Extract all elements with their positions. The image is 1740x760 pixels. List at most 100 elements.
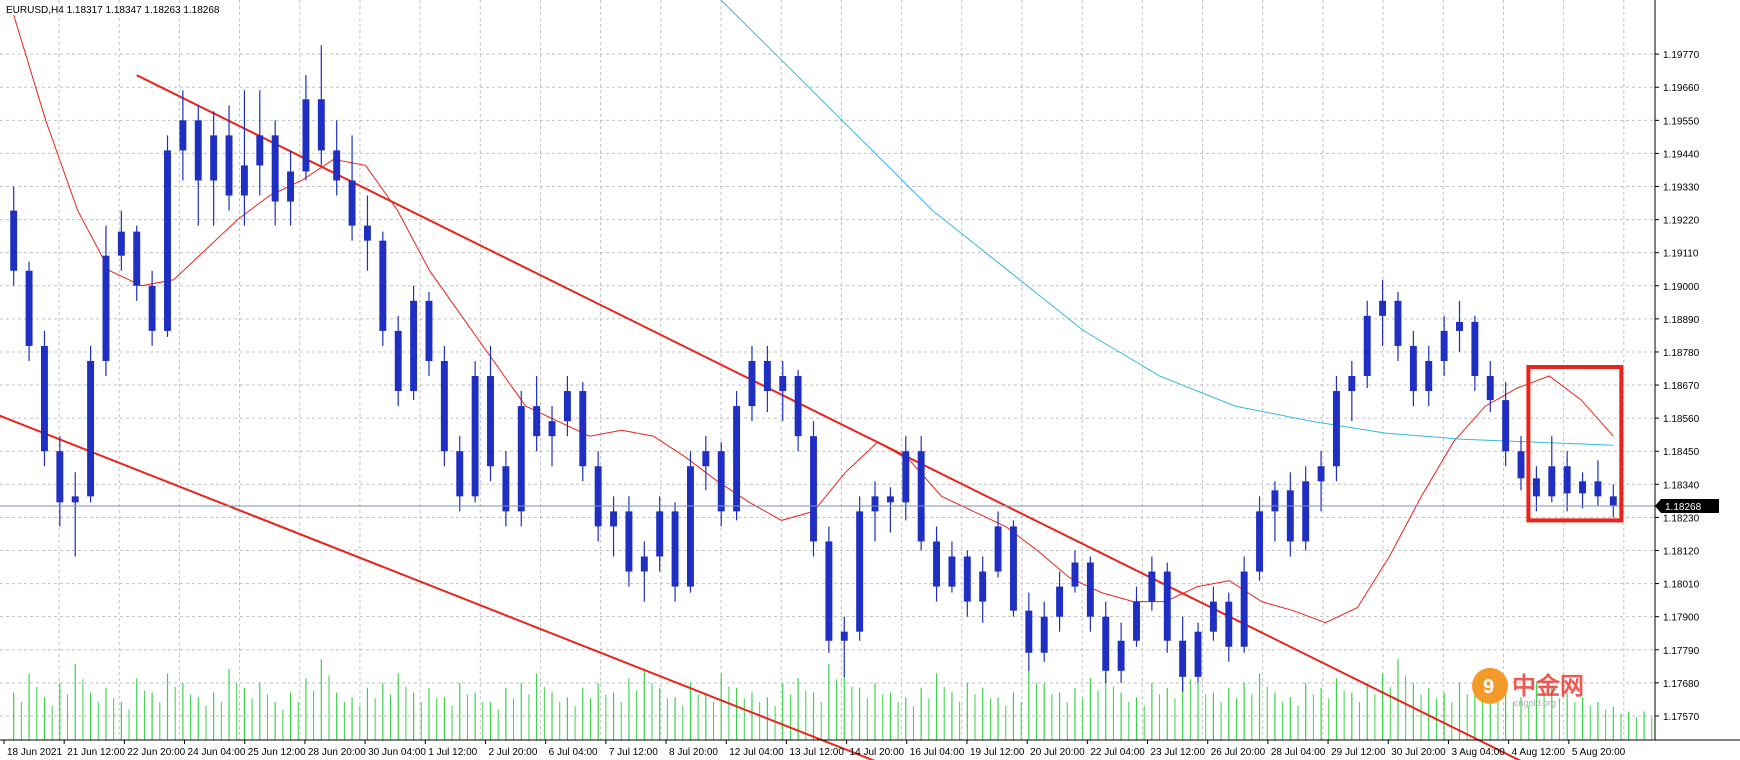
candle	[748, 345, 756, 422]
candle	[148, 270, 156, 346]
candle	[1317, 451, 1325, 512]
candle	[979, 556, 987, 623]
candle-body	[1194, 631, 1202, 677]
candle	[1517, 436, 1525, 491]
time-tick-label: 18 Jun 2021	[7, 747, 62, 758]
price-tick-label: 1.18120	[1663, 546, 1700, 557]
candle	[117, 210, 125, 271]
candle	[702, 436, 710, 491]
candle	[948, 541, 956, 593]
trendline[interactable]	[0, 414, 890, 760]
watermark-logo-mark: 9	[1483, 676, 1494, 698]
candle	[194, 105, 202, 226]
candle-body	[840, 631, 848, 641]
candle-body	[1563, 466, 1571, 494]
watermark-logo-icon	[1472, 667, 1508, 704]
price-tick-label: 1.17570	[1663, 712, 1700, 723]
candle-body	[379, 240, 387, 331]
price-tick-label: 1.18780	[1663, 348, 1700, 359]
candle-body	[1471, 321, 1479, 377]
price-tick-label: 1.17680	[1663, 679, 1700, 690]
price-tick-label: 1.19220	[1663, 216, 1700, 227]
candle-body	[994, 526, 1002, 572]
candle-body	[1425, 360, 1433, 392]
candle-body	[271, 135, 279, 202]
candle-body	[1517, 451, 1525, 479]
candle-body	[856, 511, 864, 632]
time-axis[interactable]: 18 Jun 2021 21 Jun 12:00 22 Jun 20:00 24 Ju…	[0, 739, 1740, 758]
candle	[102, 225, 110, 377]
candle	[502, 451, 510, 527]
candle-body	[179, 120, 187, 151]
candle-body	[548, 421, 556, 437]
candle	[1379, 279, 1387, 346]
price-tick-label: 1.19440	[1663, 149, 1700, 160]
candle	[671, 502, 679, 602]
candle-body	[10, 210, 18, 271]
candle	[1240, 556, 1248, 653]
candle	[563, 376, 571, 437]
candle-body	[425, 300, 433, 361]
candle	[317, 45, 325, 166]
candle	[1286, 472, 1294, 557]
candle	[87, 345, 95, 503]
candle-body	[194, 120, 202, 181]
candle	[1086, 556, 1094, 632]
candle	[1486, 360, 1494, 413]
trendline[interactable]	[136, 74, 1522, 760]
candle	[1563, 451, 1571, 512]
candle	[517, 391, 525, 527]
candle	[794, 370, 802, 452]
price-axis[interactable]: 1.19770 1.19660 1.19550 1.19440 1.19330 1.192…	[1654, 0, 1719, 740]
candle-body	[963, 556, 971, 602]
candle-body	[1302, 481, 1310, 542]
candle-body	[1086, 562, 1094, 617]
candle-body	[1502, 400, 1510, 452]
candle	[1148, 556, 1156, 611]
candle	[1609, 484, 1617, 518]
candle-body	[1440, 330, 1448, 361]
candle-body	[1317, 466, 1325, 482]
price-tick-label: 1.18230	[1663, 513, 1700, 524]
candle-body	[1133, 601, 1140, 641]
watermark-subtext: cngold.org	[1514, 698, 1556, 708]
candle	[240, 90, 248, 226]
candle	[1025, 592, 1033, 671]
candle-body	[1363, 315, 1371, 377]
trendlines[interactable]	[0, 74, 1522, 760]
candle-body	[117, 231, 125, 256]
candle	[1071, 550, 1079, 593]
price-tick-label: 1.19330	[1663, 183, 1700, 194]
candle	[256, 90, 264, 196]
symbol-header: EURUSD,H4 1.18317 1.18347 1.18263 1.1826…	[6, 5, 220, 16]
candle-body	[1532, 478, 1540, 497]
candle	[656, 496, 664, 572]
candle	[763, 345, 771, 413]
candle-body	[902, 451, 910, 503]
time-tick-label: 3 Aug 04:00	[1451, 747, 1505, 758]
time-tick-label: 4 Aug 12:00	[1512, 747, 1566, 758]
candle	[71, 472, 79, 557]
candle-body	[502, 466, 510, 512]
candle	[1332, 376, 1340, 482]
candle-body	[487, 376, 494, 467]
candle	[425, 291, 433, 377]
candle	[1502, 382, 1510, 467]
time-tick-label: 5 Aug 20:00	[1572, 747, 1626, 758]
candle-body	[1456, 321, 1463, 331]
candle	[1394, 291, 1402, 361]
candle-body	[440, 360, 448, 452]
candle	[902, 436, 910, 521]
candle	[410, 285, 418, 401]
candle-body	[410, 300, 418, 392]
candle-body	[1609, 496, 1617, 506]
time-tick-label: 1 Jul 12:00	[428, 747, 477, 758]
candle-body	[1548, 466, 1556, 497]
candle	[1133, 586, 1140, 647]
time-tick-label: 19 Jul 12:00	[970, 747, 1025, 758]
candle	[810, 421, 817, 557]
time-tick-label: 20 Jul 20:00	[1030, 747, 1085, 758]
